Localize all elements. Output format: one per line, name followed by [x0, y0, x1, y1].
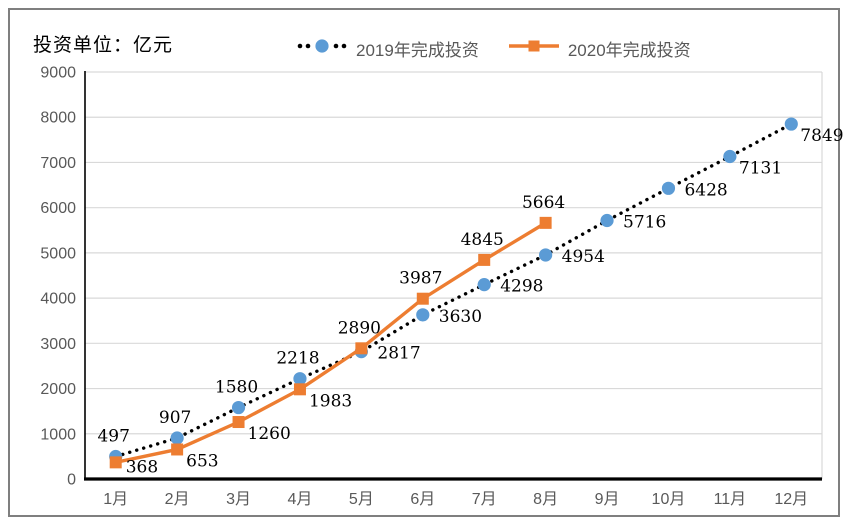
y-axis-tick-label-5000: 5000	[40, 245, 76, 262]
data-label-2019年完成投资-8月: 4954	[562, 247, 605, 267]
data-label-2019年完成投资-12月: 7849	[800, 126, 843, 146]
legend-item-2020[interactable]: 2020年完成投资	[507, 36, 691, 61]
y-axis-tick-label-1000: 1000	[40, 426, 76, 443]
marker-2020年完成投资-6月[interactable]	[416, 292, 429, 305]
marker-2020年完成投资-3月[interactable]	[232, 416, 245, 429]
marker-2019年完成投资-11月[interactable]	[723, 149, 737, 164]
legend-label-2020: 2020年完成投资	[567, 41, 691, 60]
marker-2020年完成投资-1月[interactable]	[109, 456, 122, 469]
chart-frame	[8, 8, 840, 517]
marker-2019年完成投资-9月[interactable]	[600, 213, 614, 228]
legend-item-2019[interactable]: 2019年完成投资	[295, 36, 479, 61]
data-label-2020年完成投资-5月: 2890	[338, 318, 381, 338]
marker-2019年完成投资-8月[interactable]	[539, 248, 553, 262]
marker-2020年完成投资-5月[interactable]	[355, 342, 368, 355]
x-axis-tick-label-12月: 12月	[774, 491, 808, 508]
x-axis-tick-label-4月: 4月	[288, 491, 313, 508]
marker-2019年完成投资-2月[interactable]	[170, 431, 184, 445]
y-axis-tick-label-7000: 7000	[40, 155, 76, 172]
data-label-2020年完成投资-4月: 1983	[309, 391, 352, 411]
data-label-2019年完成投资-3月: 1580	[215, 378, 258, 398]
chart-legend: 2019年完成投资 2020年完成投资	[295, 36, 691, 61]
data-label-2020年完成投资-7月: 4845	[461, 230, 504, 250]
legend-marker-2020-line-square-icon	[507, 38, 561, 59]
legend-label-2019: 2019年完成投资	[356, 41, 479, 60]
x-axis-tick-label-3月: 3月	[226, 491, 251, 508]
y-axis-tick-label-6000: 6000	[40, 200, 76, 217]
data-label-2019年完成投资-9月: 5716	[623, 213, 666, 233]
data-label-2019年完成投资-4月: 2218	[276, 349, 319, 369]
data-label-2020年完成投资-1月: 368	[126, 457, 158, 477]
y-axis-tick-label-8000: 8000	[40, 110, 76, 127]
y-axis-tick-label-9000: 9000	[40, 65, 76, 82]
marker-2019年完成投资-7月[interactable]	[477, 278, 491, 292]
x-axis-tick-label-2月: 2月	[165, 491, 190, 508]
y-axis-tick-label-3000: 3000	[40, 336, 76, 353]
data-label-2019年完成投资-6月: 3630	[439, 307, 482, 327]
x-axis-tick-label-11月: 11月	[714, 491, 747, 508]
marker-2019年完成投资-12月[interactable]	[784, 117, 798, 131]
x-axis-tick-label-8月: 8月	[533, 491, 558, 508]
data-label-2019年完成投资-7月: 4298	[500, 277, 543, 297]
marker-2020年完成投资-2月[interactable]	[171, 443, 184, 456]
data-label-2019年完成投资-5月: 2817	[377, 344, 420, 364]
data-label-2019年完成投资-1月: 497	[97, 427, 129, 447]
marker-2020年完成投资-7月[interactable]	[478, 253, 491, 266]
marker-2020年完成投资-8月[interactable]	[539, 216, 552, 229]
data-label-2020年完成投资-3月: 1260	[248, 424, 291, 444]
marker-2020年完成投资-4月[interactable]	[293, 383, 306, 396]
y-axis-tick-label-0: 0	[67, 472, 76, 489]
marker-2019年完成投资-6月[interactable]	[416, 308, 430, 322]
data-label-2020年完成投资-6月: 3987	[399, 269, 442, 289]
x-axis-tick-label-9月: 9月	[595, 491, 620, 508]
data-label-2020年完成投资-2月: 653	[186, 451, 218, 471]
marker-2019年完成投资-4月[interactable]	[293, 372, 307, 386]
data-label-2019年完成投资-10月: 6428	[684, 180, 727, 200]
x-axis-tick-label-6月: 6月	[410, 491, 435, 508]
x-axis-tick-label-10月: 10月	[652, 491, 686, 508]
series-2020年完成投资-line[interactable]	[115, 221, 547, 465]
marker-2019年完成投资-3月[interactable]	[231, 400, 246, 415]
series-2019年完成投资-line[interactable]	[114, 122, 793, 459]
x-axis-tick-label-1月: 1月	[103, 491, 128, 508]
legend-marker-2019-dotted-circle-icon	[295, 38, 349, 59]
x-axis-tick-label-7月: 7月	[472, 491, 497, 508]
y-axis-tick-label-2000: 2000	[40, 381, 76, 398]
chart-unit-label: 投资单位：亿元	[33, 35, 174, 56]
data-label-2019年完成投资-11月: 7131	[739, 159, 782, 179]
data-label-2020年完成投资-8月: 5664	[522, 193, 565, 213]
x-axis-tick-label-5月: 5月	[349, 491, 374, 508]
data-label-2019年完成投资-2月: 907	[159, 408, 191, 428]
y-axis-tick-label-4000: 4000	[40, 291, 76, 308]
marker-2019年完成投资-10月[interactable]	[661, 181, 676, 195]
